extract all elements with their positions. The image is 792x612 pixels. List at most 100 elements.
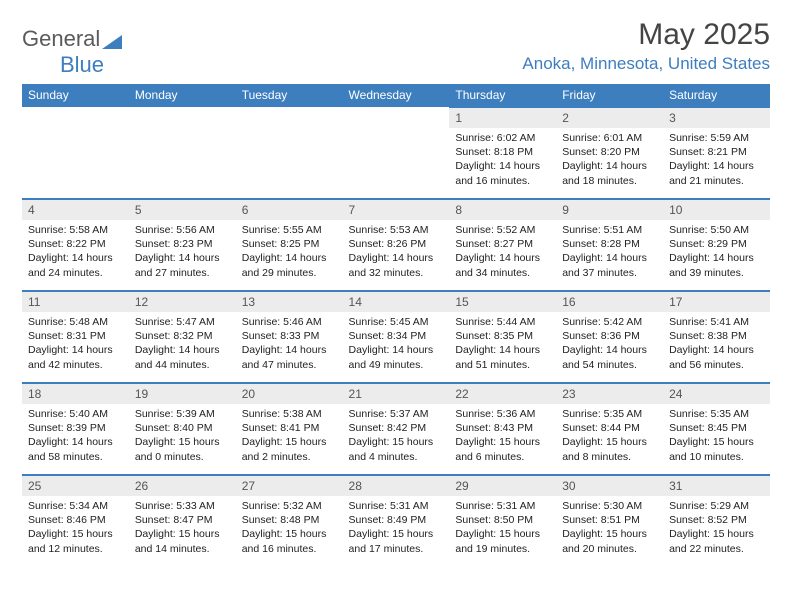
day-body: Sunrise: 5:53 AMSunset: 8:26 PMDaylight:… xyxy=(343,220,450,286)
day-body: Sunrise: 5:50 AMSunset: 8:29 PMDaylight:… xyxy=(663,220,770,286)
daylight-line: Daylight: 14 hours and 54 minutes. xyxy=(562,343,657,371)
sunset-line: Sunset: 8:35 PM xyxy=(455,329,550,343)
day-number: 14 xyxy=(343,291,450,312)
calendar-cell: 22Sunrise: 5:36 AMSunset: 8:43 PMDayligh… xyxy=(449,383,556,475)
daylight-line: Daylight: 14 hours and 34 minutes. xyxy=(455,251,550,279)
day-body: Sunrise: 5:31 AMSunset: 8:50 PMDaylight:… xyxy=(449,496,556,562)
weekday-header-row: SundayMondayTuesdayWednesdayThursdayFrid… xyxy=(22,84,770,107)
calendar-cell: 3Sunrise: 5:59 AMSunset: 8:21 PMDaylight… xyxy=(663,107,770,199)
day-body: Sunrise: 5:45 AMSunset: 8:34 PMDaylight:… xyxy=(343,312,450,378)
day-number: 1 xyxy=(449,107,556,128)
sunrise-line: Sunrise: 5:30 AM xyxy=(562,499,657,513)
calendar-cell: 11Sunrise: 5:48 AMSunset: 8:31 PMDayligh… xyxy=(22,291,129,383)
sunrise-line: Sunrise: 5:53 AM xyxy=(349,223,444,237)
daylight-line: Daylight: 15 hours and 17 minutes. xyxy=(349,527,444,555)
day-body: Sunrise: 5:59 AMSunset: 8:21 PMDaylight:… xyxy=(663,128,770,194)
sunset-line: Sunset: 8:44 PM xyxy=(562,421,657,435)
day-body: Sunrise: 5:56 AMSunset: 8:23 PMDaylight:… xyxy=(129,220,236,286)
daylight-line: Daylight: 15 hours and 6 minutes. xyxy=(455,435,550,463)
daylight-line: Daylight: 14 hours and 18 minutes. xyxy=(562,159,657,187)
day-number: 31 xyxy=(663,475,770,496)
daylight-line: Daylight: 15 hours and 22 minutes. xyxy=(669,527,764,555)
calendar-cell: 18Sunrise: 5:40 AMSunset: 8:39 PMDayligh… xyxy=(22,383,129,475)
weekday-header: Friday xyxy=(556,84,663,107)
sunrise-line: Sunrise: 5:45 AM xyxy=(349,315,444,329)
calendar-cell xyxy=(22,107,129,199)
sunset-line: Sunset: 8:47 PM xyxy=(135,513,230,527)
daylight-line: Daylight: 14 hours and 51 minutes. xyxy=(455,343,550,371)
calendar-cell: 28Sunrise: 5:31 AMSunset: 8:49 PMDayligh… xyxy=(343,475,450,567)
calendar-cell: 24Sunrise: 5:35 AMSunset: 8:45 PMDayligh… xyxy=(663,383,770,475)
sunrise-line: Sunrise: 5:55 AM xyxy=(242,223,337,237)
weekday-header: Thursday xyxy=(449,84,556,107)
day-number: 30 xyxy=(556,475,663,496)
weekday-header: Monday xyxy=(129,84,236,107)
sunset-line: Sunset: 8:50 PM xyxy=(455,513,550,527)
sunrise-line: Sunrise: 5:58 AM xyxy=(28,223,123,237)
weekday-header: Saturday xyxy=(663,84,770,107)
day-body: Sunrise: 5:41 AMSunset: 8:38 PMDaylight:… xyxy=(663,312,770,378)
day-number: 20 xyxy=(236,383,343,404)
day-number: 24 xyxy=(663,383,770,404)
calendar-cell: 21Sunrise: 5:37 AMSunset: 8:42 PMDayligh… xyxy=(343,383,450,475)
calendar-cell: 17Sunrise: 5:41 AMSunset: 8:38 PMDayligh… xyxy=(663,291,770,383)
sunrise-line: Sunrise: 5:41 AM xyxy=(669,315,764,329)
daylight-line: Daylight: 14 hours and 37 minutes. xyxy=(562,251,657,279)
daylight-line: Daylight: 14 hours and 56 minutes. xyxy=(669,343,764,371)
brand-part1: General xyxy=(22,26,100,52)
empty-day xyxy=(129,107,236,127)
daylight-line: Daylight: 14 hours and 39 minutes. xyxy=(669,251,764,279)
sunrise-line: Sunrise: 5:31 AM xyxy=(455,499,550,513)
daylight-line: Daylight: 14 hours and 49 minutes. xyxy=(349,343,444,371)
day-number: 4 xyxy=(22,199,129,220)
sunrise-line: Sunrise: 5:40 AM xyxy=(28,407,123,421)
sunset-line: Sunset: 8:33 PM xyxy=(242,329,337,343)
sunset-line: Sunset: 8:26 PM xyxy=(349,237,444,251)
calendar-cell: 15Sunrise: 5:44 AMSunset: 8:35 PMDayligh… xyxy=(449,291,556,383)
sunrise-line: Sunrise: 5:32 AM xyxy=(242,499,337,513)
daylight-line: Daylight: 15 hours and 8 minutes. xyxy=(562,435,657,463)
day-body: Sunrise: 6:02 AMSunset: 8:18 PMDaylight:… xyxy=(449,128,556,194)
sunset-line: Sunset: 8:28 PM xyxy=(562,237,657,251)
calendar-cell: 25Sunrise: 5:34 AMSunset: 8:46 PMDayligh… xyxy=(22,475,129,567)
day-body: Sunrise: 5:31 AMSunset: 8:49 PMDaylight:… xyxy=(343,496,450,562)
day-number: 21 xyxy=(343,383,450,404)
daylight-line: Daylight: 14 hours and 32 minutes. xyxy=(349,251,444,279)
empty-day xyxy=(236,107,343,127)
calendar-week-row: 4Sunrise: 5:58 AMSunset: 8:22 PMDaylight… xyxy=(22,199,770,291)
sunrise-line: Sunrise: 5:33 AM xyxy=(135,499,230,513)
day-body: Sunrise: 5:38 AMSunset: 8:41 PMDaylight:… xyxy=(236,404,343,470)
sunrise-line: Sunrise: 5:35 AM xyxy=(562,407,657,421)
day-body: Sunrise: 5:58 AMSunset: 8:22 PMDaylight:… xyxy=(22,220,129,286)
daylight-line: Daylight: 15 hours and 16 minutes. xyxy=(242,527,337,555)
calendar-cell: 26Sunrise: 5:33 AMSunset: 8:47 PMDayligh… xyxy=(129,475,236,567)
sunrise-line: Sunrise: 5:52 AM xyxy=(455,223,550,237)
daylight-line: Daylight: 14 hours and 27 minutes. xyxy=(135,251,230,279)
calendar-table: SundayMondayTuesdayWednesdayThursdayFrid… xyxy=(22,84,770,567)
day-body: Sunrise: 5:47 AMSunset: 8:32 PMDaylight:… xyxy=(129,312,236,378)
sunrise-line: Sunrise: 5:59 AM xyxy=(669,131,764,145)
daylight-line: Daylight: 15 hours and 12 minutes. xyxy=(28,527,123,555)
sunset-line: Sunset: 8:23 PM xyxy=(135,237,230,251)
sunset-line: Sunset: 8:27 PM xyxy=(455,237,550,251)
day-number: 19 xyxy=(129,383,236,404)
day-body: Sunrise: 5:46 AMSunset: 8:33 PMDaylight:… xyxy=(236,312,343,378)
day-body: Sunrise: 6:01 AMSunset: 8:20 PMDaylight:… xyxy=(556,128,663,194)
calendar-week-row: 25Sunrise: 5:34 AMSunset: 8:46 PMDayligh… xyxy=(22,475,770,567)
day-body: Sunrise: 5:51 AMSunset: 8:28 PMDaylight:… xyxy=(556,220,663,286)
daylight-line: Daylight: 14 hours and 29 minutes. xyxy=(242,251,337,279)
sunrise-line: Sunrise: 5:31 AM xyxy=(349,499,444,513)
calendar-cell: 6Sunrise: 5:55 AMSunset: 8:25 PMDaylight… xyxy=(236,199,343,291)
day-body: Sunrise: 5:44 AMSunset: 8:35 PMDaylight:… xyxy=(449,312,556,378)
sunrise-line: Sunrise: 5:44 AM xyxy=(455,315,550,329)
day-number: 6 xyxy=(236,199,343,220)
daylight-line: Daylight: 15 hours and 0 minutes. xyxy=(135,435,230,463)
calendar-cell: 1Sunrise: 6:02 AMSunset: 8:18 PMDaylight… xyxy=(449,107,556,199)
calendar-cell: 20Sunrise: 5:38 AMSunset: 8:41 PMDayligh… xyxy=(236,383,343,475)
sunrise-line: Sunrise: 5:37 AM xyxy=(349,407,444,421)
day-body: Sunrise: 5:32 AMSunset: 8:48 PMDaylight:… xyxy=(236,496,343,562)
day-body: Sunrise: 5:36 AMSunset: 8:43 PMDaylight:… xyxy=(449,404,556,470)
sunrise-line: Sunrise: 6:01 AM xyxy=(562,131,657,145)
calendar-cell: 5Sunrise: 5:56 AMSunset: 8:23 PMDaylight… xyxy=(129,199,236,291)
sunrise-line: Sunrise: 5:42 AM xyxy=(562,315,657,329)
